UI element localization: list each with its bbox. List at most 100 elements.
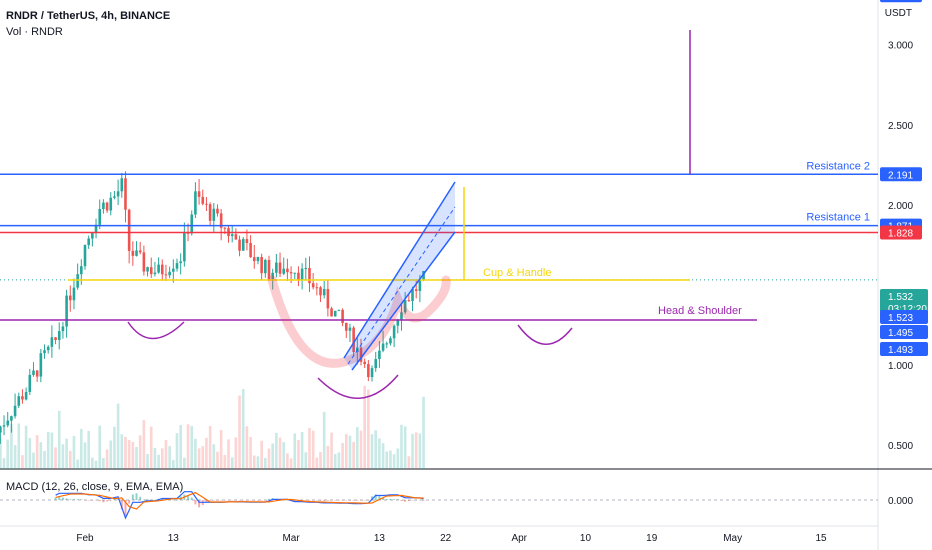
volume-bar bbox=[311, 430, 315, 469]
candle-body bbox=[330, 308, 333, 317]
candle-body bbox=[179, 261, 182, 264]
macd-histogram-bar bbox=[54, 497, 57, 500]
candle-body bbox=[57, 331, 61, 341]
macd-histogram-bar bbox=[389, 498, 392, 500]
candle-body bbox=[245, 239, 249, 244]
macd-histogram-bar bbox=[396, 499, 399, 500]
price-tick-label: 0.500 bbox=[888, 441, 913, 452]
volume-bar bbox=[149, 426, 153, 469]
volume-bar bbox=[135, 446, 138, 469]
candle-body bbox=[68, 295, 72, 301]
left-shoulder-arc[interactable] bbox=[127, 321, 185, 340]
head-arc[interactable] bbox=[317, 374, 399, 399]
candle-body bbox=[278, 262, 282, 274]
macd-histogram-bar bbox=[393, 499, 396, 500]
macd-histogram-bar bbox=[415, 499, 418, 501]
volume-bar bbox=[370, 434, 374, 469]
macd-histogram-bar bbox=[400, 500, 403, 501]
candle-body bbox=[370, 368, 374, 378]
candle-body bbox=[94, 224, 98, 233]
volume-indicator-label[interactable]: Vol · RNDR bbox=[6, 26, 63, 38]
candle-body bbox=[403, 300, 407, 313]
macd-histogram-bar bbox=[293, 500, 296, 502]
candle-body bbox=[411, 289, 414, 302]
volume-bar bbox=[330, 432, 333, 469]
volume-bar bbox=[293, 433, 297, 469]
volume-bar bbox=[212, 444, 216, 469]
volume-bar bbox=[35, 435, 39, 469]
candle-body bbox=[72, 287, 76, 301]
candle-body bbox=[135, 250, 138, 256]
channel-fill[interactable] bbox=[344, 182, 455, 370]
volume-bar bbox=[289, 458, 293, 469]
macd-histogram-bar bbox=[308, 500, 311, 501]
candle-body bbox=[24, 391, 28, 400]
volume-bar bbox=[333, 454, 337, 469]
volume-bar bbox=[179, 424, 182, 469]
candle-body bbox=[197, 191, 201, 197]
volume-bar bbox=[418, 433, 422, 469]
symbol-title[interactable]: RNDR / TetherUS, 4h, BINANCE bbox=[6, 10, 171, 22]
macd-histogram-bar bbox=[176, 499, 178, 501]
price-badge bbox=[880, 342, 928, 356]
candle-body bbox=[175, 263, 179, 269]
macd-histogram-bar bbox=[205, 500, 208, 503]
candle-body bbox=[138, 250, 142, 253]
candle-body bbox=[160, 264, 164, 275]
volume-bar bbox=[98, 425, 102, 469]
volume-bar bbox=[304, 452, 308, 469]
volume-bar bbox=[223, 455, 227, 469]
volume-bar bbox=[256, 456, 260, 469]
volume-bar bbox=[6, 439, 10, 469]
candle-body bbox=[337, 309, 341, 311]
volume-bar bbox=[24, 425, 28, 469]
macd-histogram-bar bbox=[98, 500, 101, 502]
candle-body bbox=[127, 209, 131, 251]
time-tick-label: 22 bbox=[440, 533, 452, 544]
candle-body bbox=[304, 268, 308, 270]
candle-body bbox=[98, 209, 102, 225]
price-tick-label: 1.000 bbox=[888, 361, 913, 372]
candle-body bbox=[183, 232, 186, 262]
macd-histogram-bar bbox=[80, 499, 83, 500]
candle-body bbox=[333, 310, 337, 317]
volume-bar bbox=[348, 435, 352, 469]
candle-body bbox=[113, 196, 116, 198]
channel-upper-line[interactable] bbox=[343, 181, 456, 359]
right-shoulder-arc[interactable] bbox=[517, 324, 573, 345]
macd-histogram-bar bbox=[91, 500, 94, 501]
cup-handle-label[interactable]: Cup & Handle bbox=[483, 267, 552, 279]
macd-histogram-bar bbox=[139, 496, 142, 500]
macd-indicator-label[interactable]: MACD (12, 26, close, 9, EMA, EMA) bbox=[6, 481, 184, 493]
macd-histogram-bar bbox=[371, 496, 374, 500]
macd-histogram-bar bbox=[348, 500, 351, 501]
volume-bar bbox=[201, 446, 205, 469]
candle-body bbox=[341, 309, 344, 323]
macd-line bbox=[55, 491, 424, 520]
level-label[interactable]: Resistance 2 bbox=[806, 160, 870, 172]
channel-lower-line[interactable] bbox=[351, 231, 456, 371]
countdown-label: 03:12:20 bbox=[888, 304, 927, 315]
volume-bar bbox=[359, 430, 363, 469]
volume-bar bbox=[344, 434, 348, 469]
candle-body bbox=[39, 353, 43, 377]
candle-body bbox=[374, 359, 378, 369]
candle-body bbox=[61, 326, 65, 332]
price-badge-label: 1.523 bbox=[888, 313, 913, 324]
candle-body bbox=[264, 259, 267, 274]
level-label[interactable]: Resistance 1 bbox=[806, 212, 870, 224]
macd-histogram-bar bbox=[172, 499, 175, 501]
head-shoulder-label[interactable]: Head & Shoulder bbox=[658, 305, 742, 317]
macd-histogram-bar bbox=[58, 496, 61, 500]
candle-body bbox=[32, 370, 35, 375]
volume-bar bbox=[230, 457, 234, 469]
macd-histogram-bar bbox=[323, 500, 326, 501]
volume-bar bbox=[164, 439, 168, 469]
candle-body bbox=[352, 327, 355, 353]
candle-body bbox=[131, 250, 135, 256]
macd-histogram-bar bbox=[212, 500, 215, 501]
macd-histogram-bar bbox=[382, 497, 385, 500]
macd-histogram-bar bbox=[238, 500, 241, 501]
price-tick-label: 2.000 bbox=[888, 201, 913, 212]
